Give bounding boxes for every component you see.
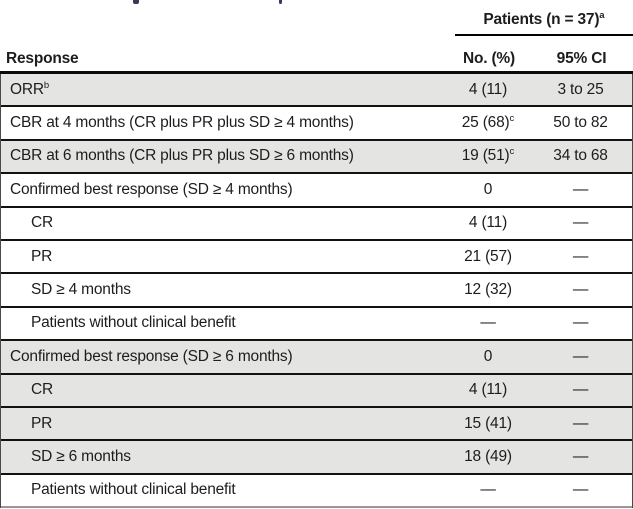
table-row: Patients without clinical benefit — — <box>1 474 632 509</box>
response-cell: Patients without clinical benefit <box>31 481 236 499</box>
response-cell: PR <box>31 414 53 432</box>
table-row: CBR at 6 months (CR plus PR plus SD ≥ 6 … <box>1 140 632 175</box>
footnote-marker-c: c <box>509 146 515 158</box>
column-header-95ci: 95% CI <box>556 49 607 67</box>
table-row: PR 15 (41) — <box>1 407 632 442</box>
table-row: Patients without clinical benefit — — <box>1 307 632 342</box>
patients-header-text: Patients (n = 37) <box>483 11 600 28</box>
table-row: PR 21 (57) — <box>1 240 632 275</box>
no-pct-cell: 21 (57) <box>464 247 512 265</box>
ci-cell: — <box>572 247 589 265</box>
response-cell: ORRb <box>10 79 50 98</box>
ci-cell: — <box>572 447 589 465</box>
ci-cell: 3 to 25 <box>557 80 604 98</box>
ci-cell: — <box>572 381 589 399</box>
ci-cell: 50 to 82 <box>553 114 608 132</box>
footnote-marker-b: b <box>43 79 50 91</box>
no-pct-cell: 15 (41) <box>464 414 512 432</box>
no-pct-cell: — <box>480 481 496 499</box>
no-pct-cell: 4 (11) <box>468 214 508 232</box>
table-row: CR 4 (11) — <box>1 374 632 408</box>
ci-cell: — <box>572 281 589 299</box>
response-cell: Patients without clinical benefit <box>31 314 236 332</box>
no-pct-cell: 4 (11) <box>468 80 508 98</box>
cropped-text-fragment <box>279 0 282 4</box>
response-cell: CR <box>31 214 53 232</box>
table-row: SD ≥ 4 months 12 (32) — <box>1 274 632 308</box>
column-header-row: Response No. (%) 95% CI <box>0 46 633 71</box>
response-cell: PR <box>31 247 53 265</box>
ci-cell: — <box>572 180 589 198</box>
column-header-no-pct: No. (%) <box>463 49 515 67</box>
response-cell: CR <box>31 381 53 399</box>
table-row: Confirmed best response (SD ≥ 6 months) 0… <box>1 341 632 375</box>
no-pct-cell: 0 <box>483 180 493 198</box>
table-body: ORRb 4 (11) 3 to 25 CBR at 4 months (CR plu… <box>0 74 633 509</box>
no-pct-cell: 4 (11) <box>468 381 508 399</box>
response-cell: Confirmed best response (SD ≥ 4 months) <box>10 180 293 198</box>
ci-cell: — <box>572 481 589 499</box>
header-rule <box>0 71 633 74</box>
response-cell: CBR at 4 months (CR plus PR plus SD ≥ 4 … <box>10 114 354 132</box>
table-row: Confirmed best response (SD ≥ 4 months) 0… <box>1 174 632 208</box>
table-row: ORRb 4 (11) 3 to 25 <box>1 74 632 108</box>
no-pct-cell: 19 (51)c <box>461 146 515 165</box>
no-pct-cell: 0 <box>483 347 493 365</box>
response-cell: Confirmed best response (SD ≥ 6 months) <box>10 347 293 365</box>
patients-column-group-header: Patients (n = 37)a <box>455 11 633 36</box>
ci-cell: — <box>572 314 589 332</box>
table-row: CR 4 (11) — <box>1 207 632 241</box>
cropped-text-fragment <box>133 0 139 4</box>
ci-cell: 34 to 68 <box>553 147 608 165</box>
column-header-response: Response <box>6 49 79 67</box>
ci-cell: — <box>572 414 589 432</box>
table-row: SD ≥ 6 months 18 (49) — <box>1 441 632 475</box>
ci-cell: — <box>572 347 589 365</box>
footnote-marker-c: c <box>509 112 515 124</box>
response-cell: CBR at 6 months (CR plus PR plus SD ≥ 6 … <box>10 147 354 165</box>
no-pct-cell: 12 (32) <box>464 281 512 299</box>
table-row: CBR at 4 months (CR plus PR plus SD ≥ 4 … <box>1 107 632 141</box>
no-pct-cell: 18 (49) <box>464 447 512 465</box>
response-cell: SD ≥ 6 months <box>31 447 131 465</box>
footnote-marker-a: a <box>599 9 605 21</box>
ci-cell: — <box>572 214 589 232</box>
no-pct-cell: 25 (68)c <box>461 112 515 132</box>
response-cell: SD ≥ 4 months <box>31 281 131 299</box>
no-pct-cell: — <box>480 314 496 332</box>
